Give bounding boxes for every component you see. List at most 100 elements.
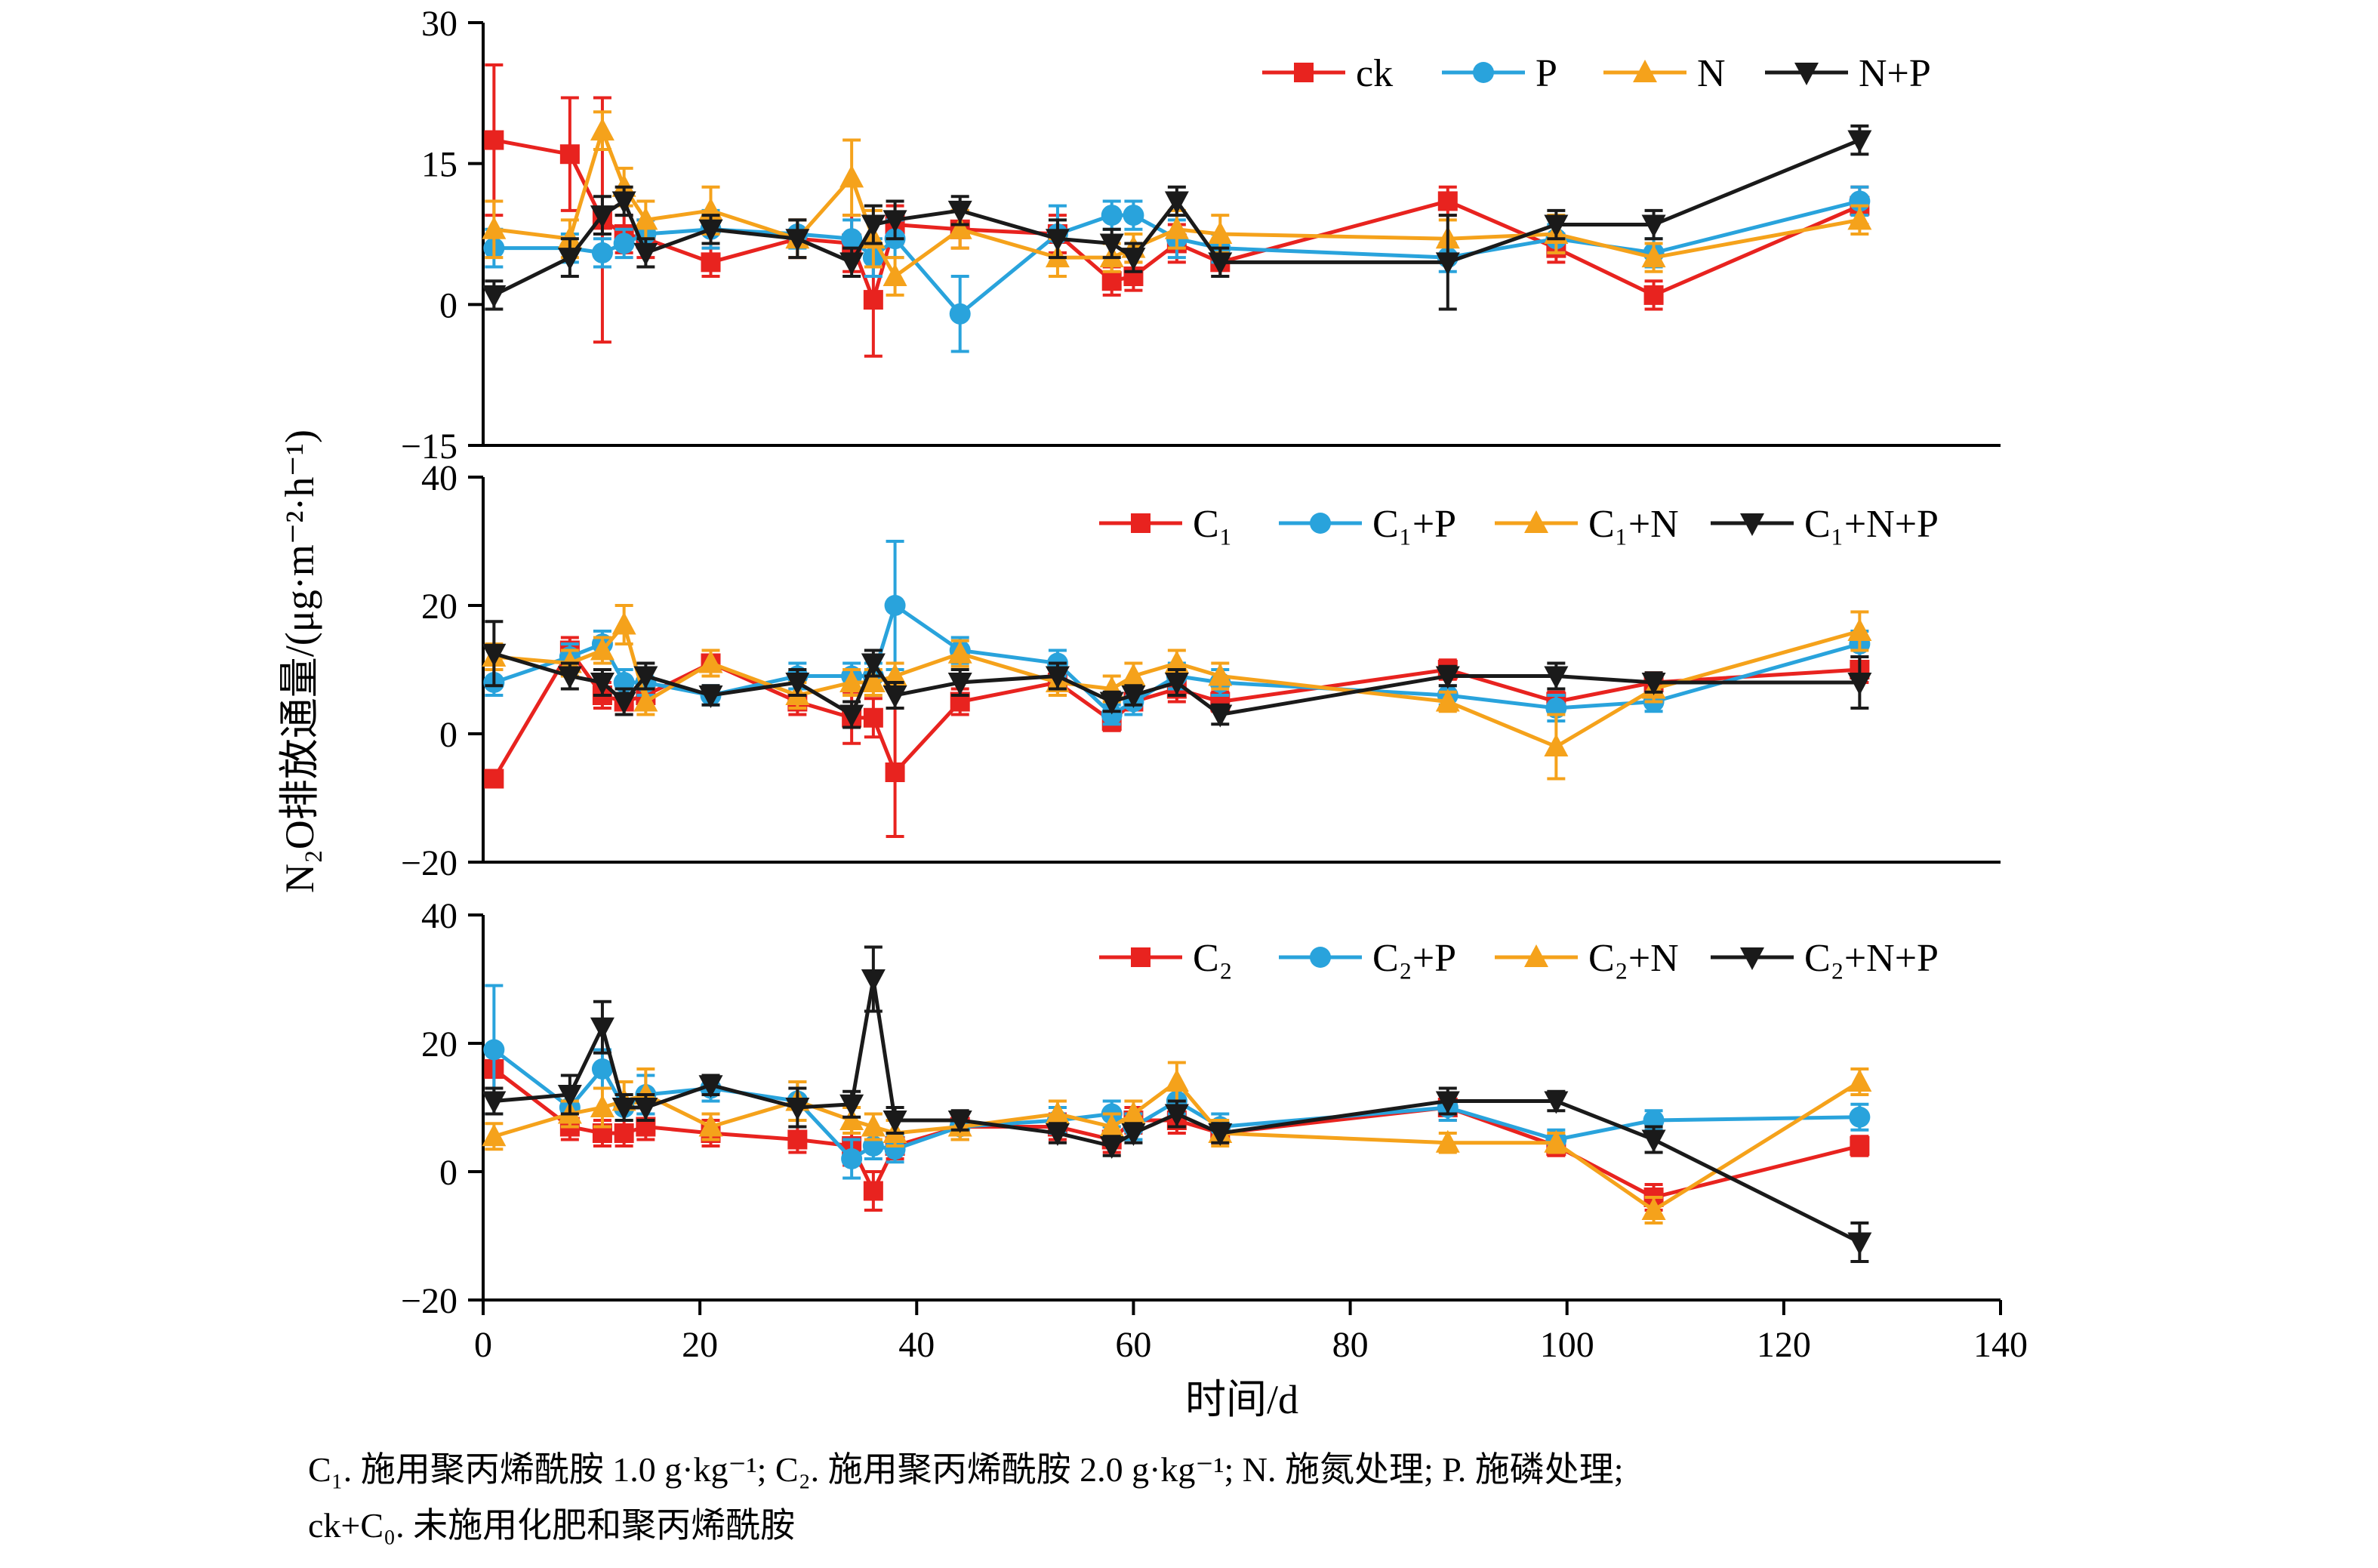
square-marker — [701, 252, 721, 273]
circle-marker — [1310, 513, 1331, 534]
triangle-up-marker — [482, 216, 507, 239]
triangle-down-marker — [1045, 1123, 1070, 1146]
legend-label: C₁+N — [1588, 503, 1679, 546]
triangle-down-marker — [1847, 1232, 1872, 1255]
legend-label: C₂+P — [1372, 937, 1456, 980]
legend-item-N+P: N+P — [1765, 52, 1931, 95]
caption-line-1: C₁. 施用聚丙烯酰胺 1.0 g·kg⁻¹; C₂. 施用聚丙烯酰胺 2.0 … — [308, 1450, 1624, 1489]
legend-item-C₂+N+P: C₂+N+P — [1711, 937, 1939, 980]
y-tick-label: −20 — [401, 843, 457, 883]
triangle-down-marker — [1121, 685, 1146, 708]
triangle-down-marker — [883, 1111, 907, 1133]
triangle-up-marker — [1099, 1114, 1124, 1137]
y-tick-label: 40 — [421, 458, 457, 498]
legend-label: C₁ — [1193, 503, 1233, 546]
triangle-up-marker — [698, 1114, 723, 1137]
x-tick-label: 40 — [898, 1325, 935, 1365]
panel-middle: −20 0 20 40 C₁ C₁+P C₁+N C₁+N+P — [401, 458, 2001, 883]
circle-marker — [1473, 62, 1494, 83]
triangle-down-marker — [611, 692, 636, 715]
triangle-up-marker — [839, 670, 864, 692]
triangle-up-marker — [482, 1123, 507, 1147]
series-markers-C₂+N+P — [482, 969, 1872, 1255]
triangle-down-marker — [1435, 252, 1460, 276]
square-marker — [1437, 191, 1458, 211]
series-markers-C₁+N+P — [482, 643, 1872, 728]
triangle-down-marker — [1641, 214, 1666, 238]
triangle-up-marker — [861, 670, 886, 692]
x-axis-title: 时间/d — [1185, 1377, 1298, 1422]
square-marker — [1294, 63, 1314, 82]
circle-marker — [949, 303, 971, 325]
triangle-up-marker — [1121, 663, 1146, 686]
triangle-down-marker — [1794, 63, 1819, 85]
triangle-up-marker — [698, 650, 723, 673]
triangle-down-marker — [482, 643, 507, 667]
triangle-down-marker — [557, 666, 582, 689]
triangle-down-marker — [1435, 1091, 1460, 1114]
triangle-down-marker — [1045, 229, 1070, 252]
triangle-up-marker — [1847, 618, 1872, 641]
square-marker — [1850, 1136, 1870, 1156]
circle-marker — [591, 1058, 613, 1080]
legend-item-C₂+P: C₂+P — [1279, 937, 1456, 980]
y-tick-label: 20 — [421, 587, 457, 627]
circle-marker — [483, 1039, 505, 1061]
triangle-up-marker — [590, 637, 615, 661]
triangle-up-marker — [1847, 1069, 1872, 1092]
square-marker — [863, 707, 883, 728]
square-marker — [885, 762, 905, 782]
triangle-up-marker — [1524, 944, 1548, 967]
circle-marker — [884, 595, 906, 616]
triangle-up-marker — [1641, 245, 1666, 268]
square-marker — [484, 769, 504, 789]
triangle-down-marker — [1208, 704, 1233, 728]
square-marker — [1101, 271, 1122, 291]
square-marker — [1643, 285, 1664, 305]
circle-marker — [591, 242, 613, 263]
triangle-down-marker — [698, 685, 723, 708]
y-tick-label: 0 — [439, 1153, 457, 1193]
series-markers-N+P — [482, 130, 1872, 308]
circle-marker — [841, 228, 863, 250]
legend-item-P: P — [1442, 52, 1557, 95]
circle-marker — [1849, 1106, 1871, 1128]
triangle-up-marker — [839, 165, 864, 188]
triangle-down-marker — [1740, 513, 1764, 536]
triangle-down-marker — [590, 205, 615, 229]
triangle-down-marker — [633, 242, 658, 266]
triangle-up-marker — [1208, 663, 1233, 686]
triangle-down-marker — [785, 673, 810, 695]
series-line-C₁+N — [494, 621, 1861, 749]
triangle-up-marker — [1544, 1129, 1569, 1153]
x-tick-label: 0 — [474, 1325, 492, 1365]
legend-label: C₂+N — [1588, 937, 1679, 980]
x-tick-label: 60 — [1115, 1325, 1151, 1365]
y-tick-label: −20 — [401, 1281, 457, 1321]
circle-marker — [1101, 205, 1123, 226]
triangle-down-marker — [785, 1098, 810, 1120]
triangle-down-marker — [947, 1111, 972, 1133]
square-marker — [614, 1123, 634, 1143]
triangle-up-marker — [633, 689, 658, 712]
triangle-down-marker — [839, 252, 864, 276]
triangle-up-marker — [590, 118, 615, 141]
triangle-down-marker — [611, 191, 636, 214]
triangle-up-marker — [633, 207, 658, 230]
legend-label: C₁+N+P — [1804, 503, 1939, 546]
triangle-down-marker — [1045, 666, 1070, 689]
triangle-down-marker — [1641, 673, 1666, 695]
square-marker — [559, 144, 580, 165]
triangle-up-marker — [947, 216, 972, 239]
triangle-up-marker — [1164, 650, 1189, 673]
triangle-down-marker — [947, 673, 972, 695]
triangle-down-marker — [611, 1098, 636, 1120]
triangle-down-marker — [698, 1075, 723, 1098]
triangle-down-marker — [633, 1098, 658, 1120]
legend-label: C₂+N+P — [1804, 937, 1939, 980]
x-tick-label: 20 — [682, 1325, 718, 1365]
triangle-down-marker — [633, 666, 658, 689]
caption-line-2: ck+C₀. 未施用化肥和聚丙烯酰胺 — [308, 1506, 795, 1545]
triangle-down-marker — [557, 1085, 582, 1107]
